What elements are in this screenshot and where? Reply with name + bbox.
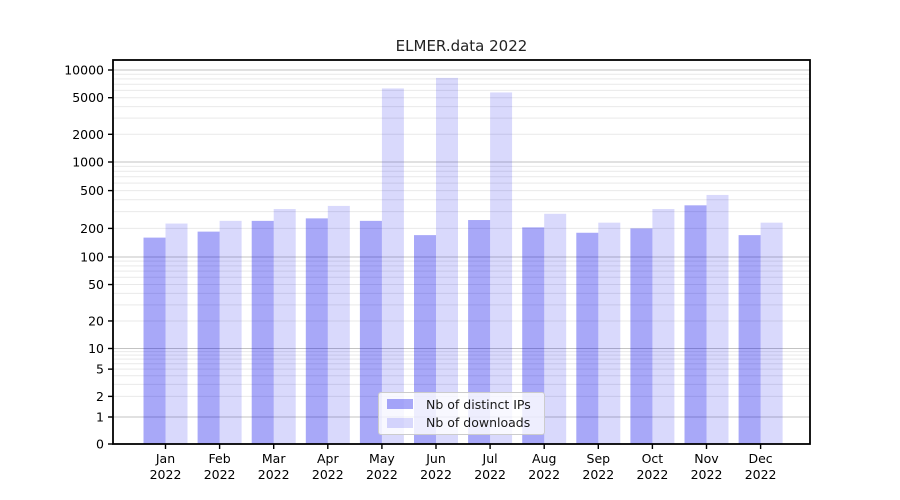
bar-oct-distinct-ips bbox=[630, 228, 653, 444]
bar-apr-downloads bbox=[327, 205, 350, 444]
bar-oct-downloads bbox=[652, 209, 675, 444]
bar-jul-distinct-ips bbox=[468, 220, 491, 444]
x-tick-label-month: Feb bbox=[209, 451, 231, 466]
bar-apr-distinct-ips bbox=[305, 218, 328, 444]
x-tick-label-year: 2022 bbox=[312, 467, 344, 482]
bar-sep-downloads bbox=[598, 222, 621, 444]
bar-dec-distinct-ips bbox=[738, 235, 761, 444]
x-tick-label-month: Apr bbox=[317, 451, 339, 466]
legend-label-distinct-ips: Nb of distinct IPs bbox=[426, 396, 531, 412]
x-tick-label-year: 2022 bbox=[636, 467, 668, 482]
x-tick-label-month: Sep bbox=[587, 451, 611, 466]
x-tick-label-year: 2022 bbox=[528, 467, 560, 482]
x-tick-label-year: 2022 bbox=[582, 467, 614, 482]
x-tick-label-month: Aug bbox=[532, 451, 556, 466]
x-tick-label-year: 2022 bbox=[420, 467, 452, 482]
y-tick-label: 2000 bbox=[72, 127, 104, 142]
y-tick-label: 50 bbox=[88, 277, 104, 292]
bar-jun-downloads bbox=[436, 77, 458, 444]
legend: Nb of distinct IPs Nb of downloads bbox=[378, 392, 545, 435]
x-tick-label-year: 2022 bbox=[474, 467, 506, 482]
x-tick-label-month: Jul bbox=[482, 451, 498, 466]
legend-swatch-downloads bbox=[387, 417, 413, 428]
y-tick-label: 5 bbox=[96, 362, 104, 377]
y-tick-label: 20 bbox=[88, 313, 104, 328]
x-tick-label-month: Mar bbox=[262, 451, 286, 466]
y-tick-label: 1 bbox=[96, 410, 104, 425]
bar-jul-downloads bbox=[490, 92, 513, 445]
bar-feb-downloads bbox=[219, 220, 242, 444]
y-tick-label: 2 bbox=[96, 389, 104, 404]
x-tick-label-month: May bbox=[369, 451, 395, 466]
x-tick-label-year: 2022 bbox=[258, 467, 290, 482]
bar-aug-distinct-ips bbox=[522, 227, 545, 444]
bar-sep-distinct-ips bbox=[576, 232, 599, 444]
x-tick-label-year: 2022 bbox=[366, 467, 398, 482]
y-tick-label: 200 bbox=[80, 221, 104, 236]
y-tick-label: 1000 bbox=[72, 155, 104, 170]
x-tick-label-month: Nov bbox=[694, 451, 719, 466]
bar-jun-distinct-ips bbox=[414, 235, 436, 444]
x-tick-label-year: 2022 bbox=[204, 467, 236, 482]
x-tick-label-month: Jan bbox=[155, 451, 175, 466]
bar-aug-downloads bbox=[544, 213, 567, 444]
y-tick-label: 500 bbox=[80, 183, 104, 198]
bar-mar-distinct-ips bbox=[251, 220, 274, 444]
x-tick-label-year: 2022 bbox=[745, 467, 777, 482]
bar-may-distinct-ips bbox=[359, 220, 382, 444]
x-tick-label-month: Oct bbox=[642, 451, 664, 466]
legend-entry-distinct-ips: Nb of distinct IPs bbox=[379, 397, 544, 412]
bar-jan-distinct-ips bbox=[143, 237, 166, 444]
y-tick-label: 5000 bbox=[72, 90, 104, 105]
legend-entry-downloads: Nb of downloads bbox=[379, 415, 544, 430]
y-tick-label: 10 bbox=[88, 341, 104, 356]
x-tick-label-month: Jun bbox=[425, 451, 446, 466]
y-tick-label: 0 bbox=[96, 437, 104, 452]
x-tick-label-year: 2022 bbox=[691, 467, 723, 482]
y-tick-label: 10000 bbox=[64, 63, 104, 78]
axes-frame bbox=[112, 59, 811, 445]
legend-swatch-distinct-ips bbox=[387, 399, 413, 410]
bar-may-downloads bbox=[381, 88, 404, 445]
y-tick-label: 100 bbox=[80, 250, 104, 265]
chart-title: ELMER.data 2022 bbox=[395, 37, 528, 55]
bar-feb-distinct-ips bbox=[197, 231, 220, 444]
x-tick-label-month: Dec bbox=[748, 451, 772, 466]
legend-label-downloads: Nb of downloads bbox=[426, 415, 531, 431]
x-tick-label-year: 2022 bbox=[150, 467, 182, 482]
bar-jan-downloads bbox=[165, 223, 188, 444]
bar-dec-downloads bbox=[760, 222, 783, 444]
bar-nov-distinct-ips bbox=[684, 205, 707, 444]
bar-nov-downloads bbox=[706, 194, 729, 444]
bar-mar-downloads bbox=[273, 209, 296, 444]
